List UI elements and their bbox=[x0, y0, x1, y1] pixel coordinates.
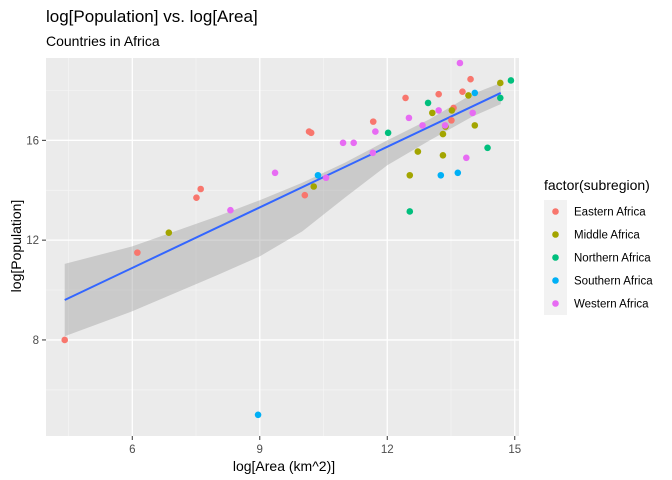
data-point bbox=[307, 129, 315, 137]
data-point bbox=[484, 144, 491, 152]
legend-item: Western Africa bbox=[544, 292, 649, 315]
data-point bbox=[254, 411, 262, 419]
data-point bbox=[350, 139, 357, 147]
data-point bbox=[465, 92, 472, 99]
x-tick-label: 12 bbox=[381, 444, 394, 456]
regression-line-path bbox=[64, 92, 502, 301]
data-point bbox=[469, 109, 476, 117]
x-tick-label: 9 bbox=[257, 444, 263, 456]
data-point bbox=[424, 99, 432, 107]
data-point bbox=[497, 79, 504, 87]
data-point bbox=[165, 229, 173, 236]
legend-title: factor(subregion) bbox=[544, 177, 650, 193]
confidence-band-area bbox=[64, 82, 501, 337]
legend-marker bbox=[552, 277, 559, 284]
data-point bbox=[448, 117, 455, 124]
legend-marker bbox=[552, 208, 559, 215]
data-point bbox=[405, 114, 413, 122]
chart-subtitle: Countries in Africa bbox=[46, 33, 160, 49]
legend-label: Southern Africa bbox=[574, 276, 653, 288]
y-tick-label: 12 bbox=[26, 235, 39, 247]
data-point bbox=[339, 139, 347, 147]
data-point bbox=[467, 75, 474, 83]
data-point bbox=[406, 208, 414, 215]
legend-marker bbox=[552, 231, 559, 238]
major-gridlines bbox=[46, 58, 519, 436]
chart-title: log[Population] vs. log[Area] bbox=[46, 7, 258, 26]
legend: factor(subregion) Eastern Africa Middle A… bbox=[544, 177, 653, 315]
data-point bbox=[310, 183, 318, 190]
series-western-africa bbox=[227, 59, 476, 214]
data-point bbox=[439, 152, 447, 159]
data-point bbox=[369, 118, 377, 125]
y-tick-label: 8 bbox=[33, 335, 39, 347]
data-point bbox=[193, 194, 200, 202]
data-point bbox=[134, 249, 141, 256]
regression-line bbox=[64, 92, 502, 301]
data-point bbox=[437, 171, 445, 179]
data-point bbox=[439, 130, 447, 138]
data-point bbox=[384, 129, 392, 137]
y-tick-label: 16 bbox=[26, 135, 39, 147]
x-tick-label: 15 bbox=[508, 444, 521, 456]
data-point bbox=[471, 89, 479, 97]
legend-item: Northern Africa bbox=[544, 246, 651, 269]
data-point bbox=[456, 59, 464, 67]
data-point bbox=[227, 206, 234, 214]
data-point bbox=[441, 122, 449, 129]
x-axis-title: log[Area (km^2)] bbox=[233, 458, 335, 474]
data-point bbox=[402, 94, 409, 102]
legend-label: Eastern Africa bbox=[574, 207, 646, 219]
data-point bbox=[448, 107, 456, 114]
data-point bbox=[459, 88, 466, 95]
legend-label: Western Africa bbox=[574, 299, 649, 311]
data-point bbox=[463, 154, 470, 162]
data-point bbox=[61, 336, 68, 344]
data-point bbox=[419, 122, 426, 129]
data-point bbox=[301, 191, 309, 199]
data-point bbox=[372, 128, 379, 135]
data-point bbox=[314, 171, 322, 179]
series-southern-africa bbox=[254, 89, 479, 419]
legend-label: Northern Africa bbox=[574, 253, 651, 265]
legend-item: Middle Africa bbox=[544, 223, 640, 246]
legend-label: Middle Africa bbox=[574, 230, 640, 242]
data-point bbox=[322, 174, 330, 182]
data-point bbox=[369, 149, 377, 157]
legend-marker bbox=[552, 254, 559, 261]
y-axis-title: log[Population] bbox=[8, 200, 24, 293]
data-point bbox=[471, 122, 479, 129]
data-point bbox=[406, 171, 414, 179]
data-point bbox=[507, 77, 515, 84]
data-point bbox=[497, 94, 504, 102]
series-northern-africa bbox=[384, 77, 515, 215]
data-point bbox=[435, 90, 442, 98]
confidence-band bbox=[64, 82, 501, 337]
data-point bbox=[414, 148, 422, 155]
data-points bbox=[61, 59, 515, 419]
data-point bbox=[429, 109, 436, 117]
legend-item: Southern Africa bbox=[544, 269, 653, 292]
data-point bbox=[271, 169, 279, 177]
data-point bbox=[197, 185, 204, 193]
legend-item: Eastern Africa bbox=[544, 200, 646, 223]
data-point bbox=[435, 107, 442, 114]
axis-ticks: 6 9 12 15 8 12 16 bbox=[26, 135, 521, 456]
series-eastern-africa bbox=[61, 75, 474, 344]
data-point bbox=[454, 169, 462, 177]
legend-marker bbox=[552, 300, 559, 307]
x-tick-label: 6 bbox=[129, 444, 135, 456]
